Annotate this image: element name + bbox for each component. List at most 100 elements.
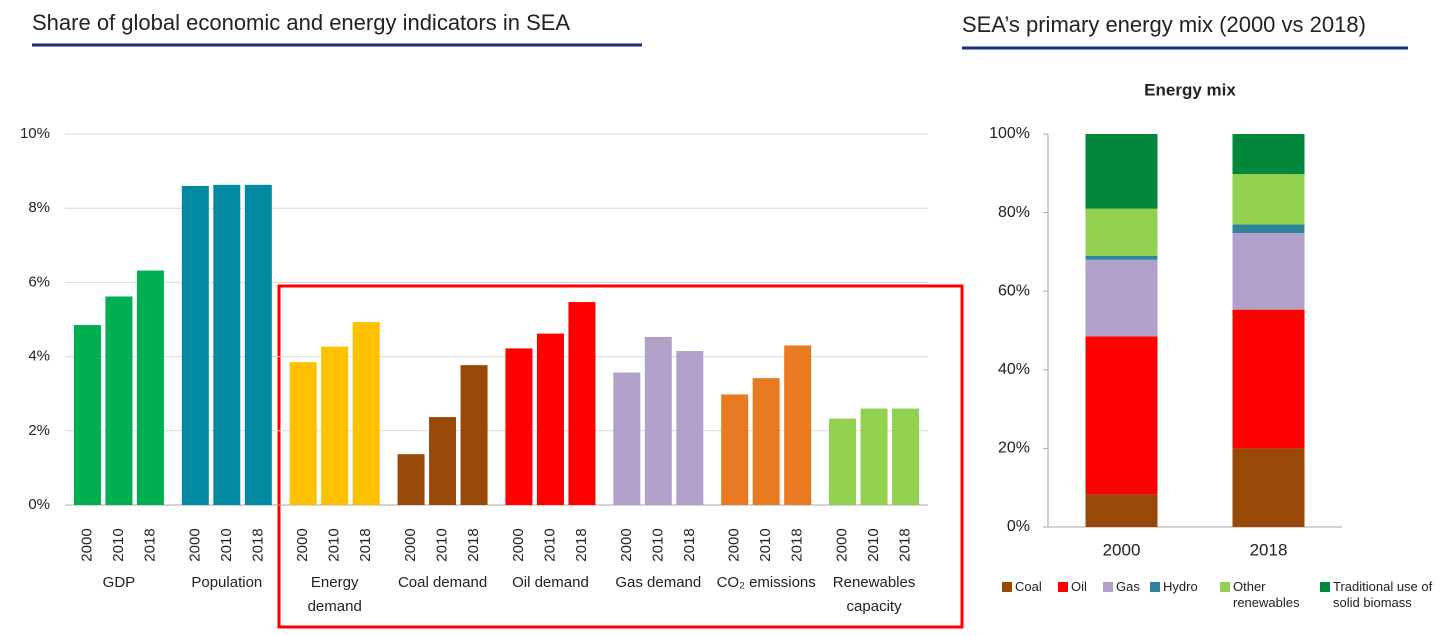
x-tick-label: 2018 bbox=[357, 528, 374, 561]
chart-title: SEA’s primary energy mix (2000 vs 2018) bbox=[962, 12, 1366, 37]
bar bbox=[505, 348, 533, 505]
legend-swatch bbox=[1320, 582, 1330, 592]
bar bbox=[784, 345, 812, 505]
bar-segment bbox=[1085, 259, 1158, 337]
legend-swatch bbox=[1103, 582, 1113, 592]
highlight-box bbox=[277, 284, 964, 629]
x-tick-label: 2010 bbox=[218, 528, 235, 561]
y-tick-label: 40% bbox=[998, 361, 1030, 378]
y-tick-label: 10% bbox=[20, 125, 50, 142]
bar bbox=[244, 184, 272, 505]
legend-swatch bbox=[1220, 582, 1230, 592]
x-tick-label: 2010 bbox=[649, 528, 666, 561]
bar-segment bbox=[1232, 134, 1305, 175]
bar-segment bbox=[1085, 494, 1158, 527]
group-label: Energy demand bbox=[307, 574, 362, 615]
x-tick-label: 2000 bbox=[1103, 540, 1141, 559]
group-label: Population bbox=[191, 574, 263, 591]
bar-segment bbox=[1085, 336, 1158, 495]
bar-segment bbox=[1232, 233, 1305, 310]
legend-label: Gas bbox=[1116, 579, 1140, 594]
x-tick-label: 2010 bbox=[757, 528, 774, 561]
y-tick-label: 2% bbox=[28, 422, 50, 439]
x-tick-label: 2010 bbox=[541, 528, 558, 561]
legend-label: Oil bbox=[1071, 579, 1087, 594]
bar bbox=[136, 270, 164, 505]
y-tick-label: 20% bbox=[998, 440, 1030, 457]
bar bbox=[613, 372, 641, 505]
y-tick-label: 0% bbox=[1007, 518, 1030, 535]
x-tick-label: 2010 bbox=[865, 528, 882, 561]
chart-subtitle: Energy mix bbox=[1144, 80, 1236, 99]
bar bbox=[829, 418, 857, 505]
y-tick-label: 100% bbox=[989, 125, 1030, 142]
y-tick-label: 4% bbox=[28, 348, 50, 365]
x-tick-label: 2018 bbox=[897, 528, 914, 561]
bar bbox=[289, 362, 317, 505]
bar bbox=[460, 365, 488, 505]
x-tick-label: 2018 bbox=[141, 528, 158, 561]
x-tick-label: 2000 bbox=[78, 528, 95, 561]
legend-swatch bbox=[1150, 582, 1160, 592]
legend-label: Hydro bbox=[1163, 579, 1198, 594]
group-label: Coal demand bbox=[397, 574, 488, 591]
y-tick-label: 6% bbox=[28, 273, 50, 290]
bar bbox=[105, 296, 133, 505]
x-tick-label: 2018 bbox=[465, 528, 482, 561]
bar bbox=[644, 336, 672, 505]
group-label: Oil demand bbox=[512, 574, 589, 591]
group-label: CO₂ emissions bbox=[716, 574, 816, 591]
group-label: Renewables capacity bbox=[832, 574, 916, 615]
bar bbox=[536, 333, 564, 505]
x-tick-label: 2010 bbox=[110, 528, 127, 561]
bar-segment bbox=[1085, 255, 1158, 260]
x-tick-label: 2000 bbox=[186, 528, 203, 561]
bar bbox=[721, 394, 749, 505]
chart-title: Share of global economic and energy indi… bbox=[32, 10, 570, 35]
bar bbox=[752, 378, 780, 505]
bar bbox=[892, 408, 920, 505]
bar bbox=[181, 185, 209, 505]
bar-segment bbox=[1085, 208, 1158, 256]
bar bbox=[568, 302, 596, 505]
x-tick-label: 2018 bbox=[1250, 540, 1288, 559]
legend-label: Traditional use of solid biomass bbox=[1333, 579, 1433, 610]
x-tick-label: 2000 bbox=[294, 528, 311, 561]
bar-segment bbox=[1232, 309, 1305, 449]
y-tick-label: 8% bbox=[28, 199, 50, 216]
y-tick-label: 60% bbox=[998, 282, 1030, 299]
group-label: GDP bbox=[102, 574, 136, 591]
x-tick-label: 2010 bbox=[434, 528, 451, 561]
bar bbox=[213, 184, 241, 505]
x-tick-label: 2018 bbox=[573, 528, 590, 561]
bar bbox=[676, 351, 704, 505]
legend-label: Other renewables bbox=[1233, 579, 1300, 610]
bar bbox=[321, 346, 349, 505]
bar bbox=[73, 325, 101, 505]
x-tick-label: 2000 bbox=[834, 528, 851, 561]
bar bbox=[352, 322, 380, 505]
x-tick-label: 2018 bbox=[789, 528, 806, 561]
x-tick-label: 2000 bbox=[402, 528, 419, 561]
bar-segment bbox=[1232, 174, 1305, 225]
group-label: Gas demand bbox=[615, 574, 702, 591]
x-tick-label: 2018 bbox=[249, 528, 266, 561]
y-tick-label: 0% bbox=[28, 496, 50, 513]
legend-swatch bbox=[1058, 582, 1068, 592]
y-tick-label: 80% bbox=[998, 204, 1030, 221]
x-tick-label: 2000 bbox=[618, 528, 635, 561]
legend-swatch bbox=[1002, 582, 1012, 592]
x-tick-label: 2010 bbox=[326, 528, 343, 561]
x-tick-label: 2000 bbox=[510, 528, 527, 561]
bar-segment bbox=[1232, 448, 1305, 527]
x-tick-label: 2018 bbox=[681, 528, 698, 561]
bar bbox=[860, 408, 888, 505]
bar-segment bbox=[1085, 134, 1158, 209]
bar bbox=[397, 454, 425, 505]
x-tick-label: 2000 bbox=[726, 528, 743, 561]
bar-segment bbox=[1232, 224, 1305, 234]
legend-label: Coal bbox=[1015, 579, 1042, 594]
bar bbox=[429, 417, 457, 505]
